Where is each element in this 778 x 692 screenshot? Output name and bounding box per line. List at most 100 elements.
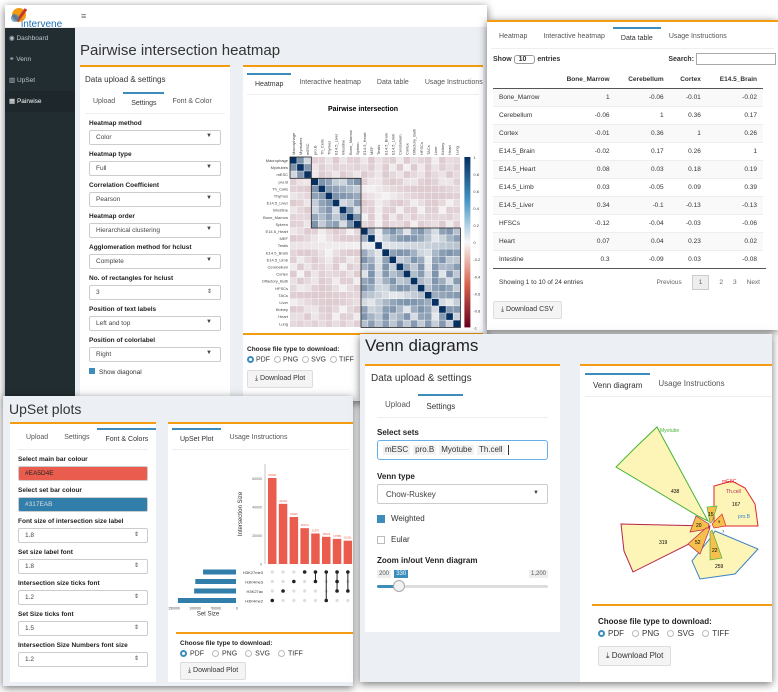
tab-data-table[interactable]: Data table xyxy=(612,27,661,48)
tab-data-table[interactable]: Data table xyxy=(376,79,409,86)
radio-tiff[interactable]: TIFF xyxy=(329,356,354,363)
main-bar-colour-input[interactable]: #EA5D4E xyxy=(18,466,148,481)
tab-usage[interactable]: Usage Instructions xyxy=(424,79,483,86)
menu-toggle-icon[interactable]: ≡ xyxy=(81,11,87,21)
set-tag[interactable]: Myotube xyxy=(439,445,474,455)
field-input[interactable]: Pearson ▼ xyxy=(89,192,221,207)
venn-region-overlap xyxy=(689,515,710,533)
heatmap-cell xyxy=(396,213,404,221)
radio-pdf[interactable]: PDF xyxy=(598,629,624,638)
page-3[interactable]: 3 xyxy=(733,279,737,286)
field-input[interactable]: 1.2 ⇕ xyxy=(18,652,148,667)
select-sets-input[interactable]: mESC pro.B Myotube Th.cell xyxy=(377,440,548,460)
radio-pdf[interactable]: PDF xyxy=(247,356,270,363)
radio-tiff[interactable]: TIFF xyxy=(277,650,303,657)
heatmap-cell xyxy=(403,291,411,299)
field-input[interactable]: Complete ▼ xyxy=(89,254,221,269)
row-label: Spleen xyxy=(276,222,288,227)
field-input[interactable]: Hierarchical clustering ▼ xyxy=(89,223,221,238)
radio-svg[interactable]: SVG xyxy=(302,356,326,363)
heatmap-cell xyxy=(424,164,432,171)
venn-type-select[interactable]: Chow-Ruskey ▼ xyxy=(377,484,548,504)
heatmap-cell xyxy=(346,228,354,235)
download-plot-button[interactable]: ⤓ Download Plot xyxy=(598,646,672,666)
tab-usage[interactable]: Usage Instructions xyxy=(658,379,725,388)
table-cell: 0.17 xyxy=(706,106,763,125)
heatmap-cell xyxy=(361,242,368,249)
tab-heatmap[interactable]: Heatmap xyxy=(499,33,528,40)
radio-png[interactable]: PNG xyxy=(632,629,659,638)
radio-svg[interactable]: SVG xyxy=(667,629,694,638)
heatmap-cell xyxy=(290,277,297,285)
field-input[interactable]: 1.5 ⇕ xyxy=(18,621,148,636)
heatmap-cell xyxy=(403,220,411,228)
tab-usage[interactable]: Usage Instructions xyxy=(229,434,288,441)
heatmap-cell xyxy=(439,277,446,285)
slider-handle[interactable] xyxy=(393,580,406,592)
radio-png[interactable]: PNG xyxy=(212,650,237,657)
radio-tiff[interactable]: TIFF xyxy=(702,629,729,638)
radio-pdf[interactable]: PDF xyxy=(180,650,204,657)
pairwise-window: intervene ≡ ◉ Dashboard ⚭ Venn ▥ UpSet ▦… xyxy=(5,5,487,401)
table-row: E14.5_Liver 0.34 -0.1 -0.13 -0.13 xyxy=(493,196,763,215)
tab-settings[interactable]: Settings xyxy=(64,434,90,441)
field-input[interactable]: Full ▼ xyxy=(89,161,221,176)
entries-select[interactable]: 10 xyxy=(513,54,536,64)
set-tag[interactable]: Th.cell xyxy=(476,445,505,455)
show-diagonal-checkbox[interactable]: Show diagonal xyxy=(89,368,221,376)
download-plot-button[interactable]: ⤓ Download Plot xyxy=(247,370,314,389)
download-csv-button[interactable]: ⤓ Download CSV xyxy=(493,301,562,319)
weighted-checkbox[interactable]: Weighted xyxy=(377,514,548,523)
radio-png[interactable]: PNG xyxy=(274,356,298,363)
tab-upset-plot[interactable]: UpSet Plot xyxy=(172,428,222,449)
heatmap-cell xyxy=(325,270,333,278)
set-bar-colour-input[interactable]: #317EAB xyxy=(18,497,148,512)
previous-page[interactable]: Previous xyxy=(656,279,682,286)
search-input[interactable] xyxy=(696,53,776,65)
column-header[interactable]: E14.5_Brain xyxy=(706,71,763,89)
sidebar-item-pairwise[interactable]: ▦ Pairwise xyxy=(5,91,75,112)
tab-interactive-heatmap[interactable]: Interactive heatmap xyxy=(543,33,605,40)
field-input[interactable]: Left and top ▼ xyxy=(89,316,221,331)
heatmap-cell xyxy=(410,178,418,185)
sidebar-item-dashboard[interactable]: ◉ Dashboard xyxy=(5,28,75,49)
tab-venn-diagram[interactable]: Venn diagram xyxy=(585,373,651,396)
tab-heatmap[interactable]: Heatmap xyxy=(247,73,292,94)
page-1[interactable]: 1 xyxy=(691,275,710,290)
next-page[interactable]: Next xyxy=(746,279,760,286)
tab-interactive-heatmap[interactable]: Interactive heatmap xyxy=(299,79,361,86)
tab-upload[interactable]: Upload xyxy=(385,400,411,409)
set-tag[interactable]: mESC xyxy=(383,445,411,455)
download-plot-button[interactable]: ⤓ Download Plot xyxy=(180,662,247,681)
field-input[interactable]: 1.2 ⇕ xyxy=(18,590,148,605)
field-input[interactable]: 1.8 ⇕ xyxy=(18,559,148,574)
heatmap-cell xyxy=(297,313,304,320)
heatmap-cell xyxy=(297,178,304,185)
heatmap-cell xyxy=(453,256,460,264)
column-header[interactable]: Cortex xyxy=(669,71,707,89)
tab-upload[interactable]: Upload xyxy=(93,98,116,105)
field-input[interactable]: 3 ⇕ xyxy=(89,285,221,300)
radio-svg[interactable]: SVG xyxy=(245,650,270,657)
column-header[interactable] xyxy=(493,71,553,89)
set-tag[interactable]: pro.B xyxy=(413,445,437,455)
column-header[interactable]: Bone_Marrow xyxy=(552,71,616,89)
tab-usage[interactable]: Usage Instructions xyxy=(668,33,727,40)
sidebar-item-venn[interactable]: ⚭ Venn xyxy=(5,49,75,70)
heatmap-cell xyxy=(396,164,404,171)
page-2[interactable]: 2 xyxy=(719,279,723,286)
tab-upload[interactable]: Upload xyxy=(26,434,49,441)
zoom-slider[interactable]: 200 330 1,200 xyxy=(377,568,548,598)
tab-font-colors[interactable]: Font & Colors xyxy=(97,428,157,449)
tab-font-color[interactable]: Font & Color xyxy=(172,98,212,105)
eular-checkbox[interactable]: Eular xyxy=(377,535,548,544)
tab-settings[interactable]: Settings xyxy=(123,92,165,113)
column-header[interactable]: Cerebellum xyxy=(615,71,670,89)
sidebar-item-upset[interactable]: ▥ UpSet xyxy=(5,70,75,91)
tab-settings[interactable]: Settings xyxy=(418,394,464,417)
field-input[interactable]: Right ▼ xyxy=(89,347,221,362)
heatmap-cell xyxy=(290,213,297,221)
field-input[interactable]: Color ▼ xyxy=(89,130,221,145)
heatmap-cell xyxy=(432,185,439,193)
field-input[interactable]: 1.8 ⇕ xyxy=(18,528,148,543)
